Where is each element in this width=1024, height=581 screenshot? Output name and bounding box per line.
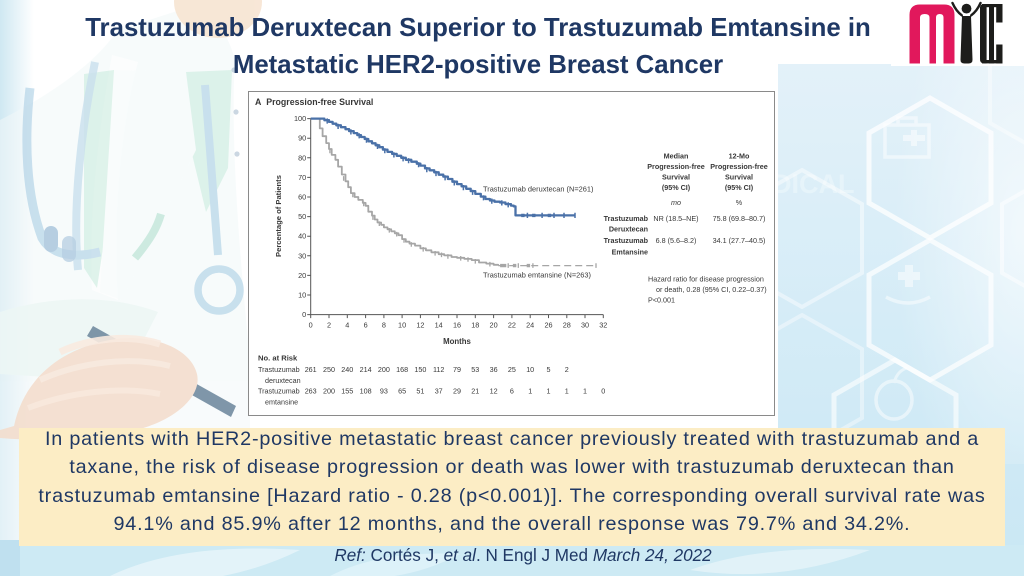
svg-text:0: 0 [309, 320, 313, 329]
svg-text:93: 93 [380, 387, 388, 396]
svg-text:261: 261 [305, 365, 317, 374]
svg-text:79: 79 [453, 365, 461, 374]
svg-text:214: 214 [360, 365, 372, 374]
svg-text:34.1 (27.7–40.5): 34.1 (27.7–40.5) [713, 236, 766, 245]
svg-text:6.8 (5.6–8.2): 6.8 (5.6–8.2) [656, 236, 697, 245]
svg-text:2: 2 [565, 365, 569, 374]
svg-text:Hazard ratio for disease progr: Hazard ratio for disease progression [648, 275, 764, 284]
svg-text:emtansine: emtansine [265, 398, 298, 407]
svg-text:Survival: Survival [662, 173, 690, 182]
svg-text:29: 29 [453, 387, 461, 396]
svg-text:1: 1 [583, 387, 587, 396]
svg-text:Median: Median [664, 152, 689, 161]
svg-text:2: 2 [327, 320, 331, 329]
svg-text:36: 36 [490, 365, 498, 374]
svg-text:6: 6 [510, 387, 514, 396]
svg-text:51: 51 [416, 387, 424, 396]
svg-text:NR (18.5–NE): NR (18.5–NE) [653, 214, 698, 223]
svg-text:100: 100 [294, 114, 306, 123]
svg-text:250: 250 [323, 365, 335, 374]
svg-text:108: 108 [360, 387, 372, 396]
svg-text:150: 150 [414, 365, 426, 374]
svg-text:1: 1 [565, 387, 569, 396]
svg-text:30: 30 [298, 251, 306, 260]
svg-text:Progression-free: Progression-free [710, 162, 768, 171]
svg-text:8: 8 [382, 320, 386, 329]
svg-text:25: 25 [508, 365, 516, 374]
svg-text:Emtansine: Emtansine [612, 248, 648, 257]
svg-text:65: 65 [398, 387, 406, 396]
svg-text:18: 18 [471, 320, 479, 329]
svg-text:Trastuzumab: Trastuzumab [258, 387, 300, 396]
svg-text:(95% CI): (95% CI) [662, 183, 691, 192]
svg-text:32: 32 [599, 320, 607, 329]
svg-text:240: 240 [341, 365, 353, 374]
svg-text:(95% CI): (95% CI) [725, 183, 754, 192]
svg-text:155: 155 [341, 387, 353, 396]
svg-text:deruxtecan: deruxtecan [265, 376, 301, 385]
svg-text:Trastuzumab deruxtecan (N=261): Trastuzumab deruxtecan (N=261) [483, 185, 593, 194]
svg-text:Deruxtecan: Deruxtecan [609, 225, 648, 234]
svg-text:1: 1 [547, 387, 551, 396]
svg-text:26: 26 [544, 320, 552, 329]
svg-text:4: 4 [345, 320, 349, 329]
svg-text:Survival: Survival [725, 173, 753, 182]
svg-text:16: 16 [453, 320, 461, 329]
svg-text:28: 28 [563, 320, 571, 329]
svg-text:30: 30 [581, 320, 589, 329]
svg-text:60: 60 [298, 193, 306, 202]
svg-text:263: 263 [305, 387, 317, 396]
svg-text:10: 10 [398, 320, 406, 329]
svg-text:mo: mo [671, 198, 681, 207]
svg-text:Months: Months [443, 337, 471, 346]
svg-text:21: 21 [471, 387, 479, 396]
svg-text:14: 14 [435, 320, 443, 329]
svg-text:10: 10 [526, 365, 534, 374]
svg-text:22: 22 [508, 320, 516, 329]
svg-text:20: 20 [490, 320, 498, 329]
svg-text:168: 168 [396, 365, 408, 374]
svg-text:12: 12 [490, 387, 498, 396]
svg-text:P<0.001: P<0.001 [648, 296, 675, 305]
svg-text:90: 90 [298, 134, 306, 143]
svg-text:75.8 (69.8–80.7): 75.8 (69.8–80.7) [713, 214, 766, 223]
svg-text:Progression-free: Progression-free [647, 162, 705, 171]
svg-text:1: 1 [528, 387, 532, 396]
svg-text:A Progression-free Survival: A Progression-free Survival [255, 97, 373, 107]
svg-text:Trastuzumab: Trastuzumab [604, 214, 649, 223]
svg-text:or death, 0.28 (95% CI, 0.22–0: or death, 0.28 (95% CI, 0.22–0.37) [656, 285, 767, 294]
svg-text:70: 70 [298, 173, 306, 182]
svg-text:12: 12 [416, 320, 424, 329]
svg-text:6: 6 [364, 320, 368, 329]
svg-text:112: 112 [433, 365, 444, 374]
svg-text:12-Mo: 12-Mo [729, 152, 750, 161]
svg-text:200: 200 [323, 387, 335, 396]
svg-text:Percentage of Patients: Percentage of Patients [274, 175, 283, 257]
svg-text:Trastuzumab: Trastuzumab [258, 365, 300, 374]
svg-text:%: % [736, 198, 743, 207]
svg-text:0: 0 [302, 310, 306, 319]
svg-text:53: 53 [471, 365, 479, 374]
svg-text:37: 37 [435, 387, 443, 396]
svg-text:Trastuzumab emtansine (N=263): Trastuzumab emtansine (N=263) [483, 271, 591, 280]
svg-text:40: 40 [298, 232, 306, 241]
svg-text:No. at Risk: No. at Risk [258, 354, 298, 363]
svg-text:DICAL: DICAL [772, 169, 855, 199]
svg-text:5: 5 [547, 365, 551, 374]
svg-text:Trastuzumab: Trastuzumab [604, 236, 649, 245]
svg-text:50: 50 [298, 212, 306, 221]
svg-text:20: 20 [298, 271, 306, 280]
svg-text:0: 0 [601, 387, 605, 396]
svg-text:24: 24 [526, 320, 534, 329]
svg-text:10: 10 [298, 291, 306, 300]
svg-text:200: 200 [378, 365, 390, 374]
svg-text:80: 80 [298, 153, 306, 162]
